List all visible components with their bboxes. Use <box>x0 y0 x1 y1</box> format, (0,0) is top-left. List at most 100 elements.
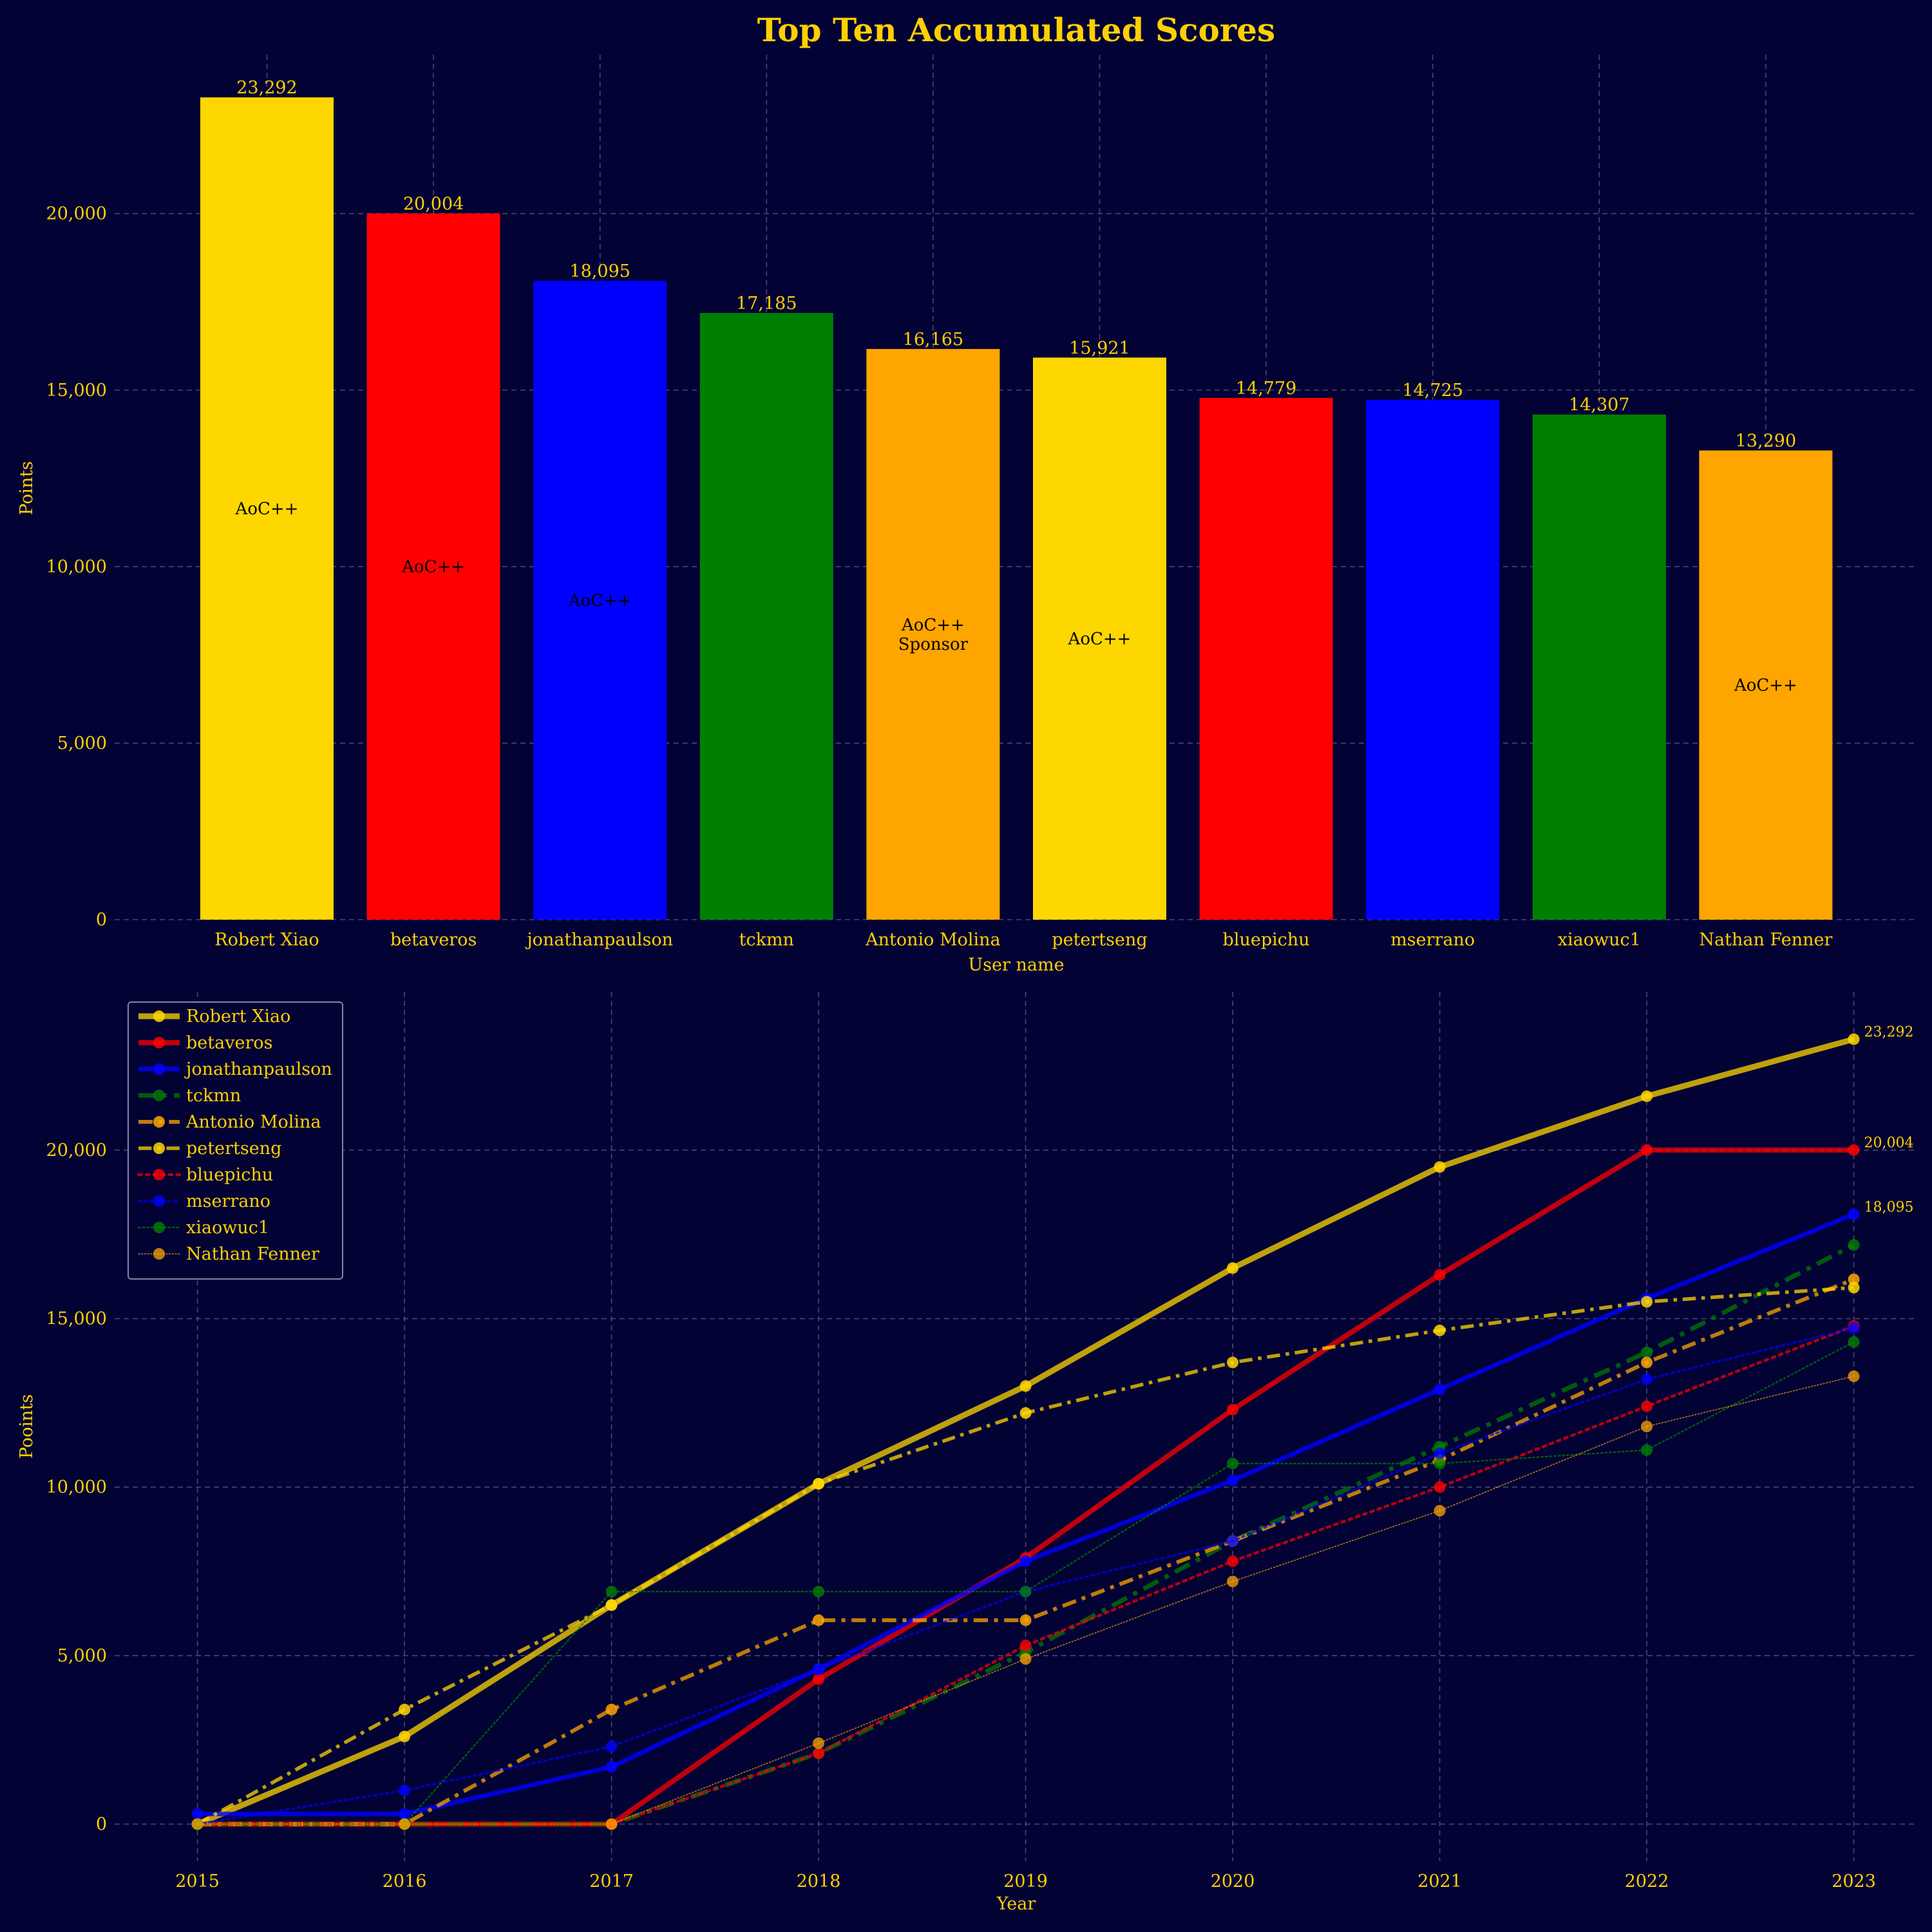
series-point-petertseng <box>399 1703 411 1716</box>
bar-chart-xtick-label: petertseng <box>1052 930 1147 950</box>
series-point-antonio-molina <box>1641 1356 1653 1368</box>
line-chart-ylabel: Pooints <box>17 1394 37 1459</box>
series-line-mserrano <box>196 1327 1855 1826</box>
bar-antonio-molina <box>866 348 1000 920</box>
series-point-petertseng <box>1848 1282 1860 1294</box>
bar-nathan-fenner <box>1699 450 1833 920</box>
legend-swatch-marker <box>153 1063 165 1075</box>
line-chart-xlabel: Year <box>996 1894 1036 1914</box>
legend-swatch-marker <box>153 1037 165 1048</box>
bar-chart-ticks: 0 5,000 10,000 15,000 20,000 Robert Xiao betav… <box>46 204 1833 950</box>
series-point-jonathanpaulson <box>1434 1383 1446 1396</box>
legend-swatch-marker <box>153 1169 165 1180</box>
series-point-bluepichu <box>1019 1640 1032 1652</box>
series-point-antonio-molina <box>1019 1614 1032 1626</box>
bar-tckmn <box>699 312 833 920</box>
bar-value-label: 17,185 <box>736 294 797 314</box>
line-chart-ytick-label: 5,000 <box>57 1646 107 1666</box>
bar-annotation-aoc: AoC++ <box>235 500 299 519</box>
series-point-nathan-fenner <box>1019 1653 1032 1665</box>
bar-value-label: 16,165 <box>903 330 963 350</box>
series-point-petertseng <box>1019 1407 1032 1419</box>
series-point-nathan-fenner <box>399 1818 411 1830</box>
line-chart: 0 5,000 10,000 15,000 20,000 2015 2016 2017 2018… <box>17 992 1916 1914</box>
bar-value-label: 18,095 <box>569 261 630 281</box>
series-nathan-fenner <box>191 1370 1860 1830</box>
bar-chart-xtick-label: bluepichu <box>1223 930 1310 950</box>
legend-label-jonathanpaulson: jonathanpaulson <box>184 1059 332 1079</box>
line-chart-xtick-label: 2016 <box>383 1871 427 1891</box>
series-point-xiaowuc1 <box>1848 1336 1860 1348</box>
bar-annotation-aoc: AoC++ <box>901 616 965 635</box>
bar-value-label: 14,307 <box>1569 395 1629 415</box>
series-point-jonathanpaulson <box>1848 1208 1860 1220</box>
line-end-label: 20,004 <box>1864 1135 1914 1151</box>
line-chart-xtick-label: 2017 <box>589 1871 634 1891</box>
bar-bluepichu <box>1199 397 1333 920</box>
series-petertseng <box>191 1282 1860 1830</box>
series-point-betaveros <box>1227 1403 1239 1416</box>
bar-value-label: 13,290 <box>1736 431 1796 451</box>
series-point-betaveros <box>1848 1144 1860 1156</box>
line-chart-ytick-label: 0 <box>96 1814 107 1834</box>
line-chart-ytick-label: 10,000 <box>46 1477 107 1497</box>
line-chart-xtick-label: 2020 <box>1211 1871 1255 1891</box>
series-point-jonathanpaulson <box>1227 1474 1239 1486</box>
bar-value-label: 20,004 <box>403 194 464 214</box>
legend-swatch-marker <box>153 1142 165 1154</box>
series-point-nathan-fenner <box>1641 1421 1653 1432</box>
series-point-petertseng <box>1227 1356 1239 1368</box>
bar-chart-xtick-label: Robert Xiao <box>214 930 319 950</box>
legend-label-mserrano: mserrano <box>186 1191 270 1211</box>
series-point-mserrano <box>813 1663 825 1675</box>
series-point-jonathanpaulson <box>605 1761 618 1773</box>
bar-chart-xtick-label: jonathanpaulson <box>525 930 673 950</box>
series-point-robert-xiao <box>399 1730 411 1743</box>
series-point-bluepichu <box>1434 1481 1446 1493</box>
line-chart-ytick-label: 20,000 <box>46 1141 107 1160</box>
bar-chart-ylabel: Points <box>17 461 37 515</box>
line-chart-series <box>191 1033 1860 1830</box>
line-end-label: 18,095 <box>1864 1200 1914 1216</box>
series-point-nathan-fenner <box>1848 1370 1860 1383</box>
line-chart-legend: Robert Xiao betaveros jonathanpaulson tckmn… <box>128 1001 343 1280</box>
series-point-petertseng <box>1434 1324 1446 1336</box>
bar-chart-xtick-label: mserrano <box>1390 930 1475 950</box>
bar-chart-ytick-label: 15,000 <box>46 381 107 401</box>
bar-value-label: 23,292 <box>236 78 297 98</box>
bar-annotation-aoc: AoC++ <box>1068 630 1132 649</box>
series-point-antonio-molina <box>605 1703 618 1716</box>
legend-label-robert-xiao: Robert Xiao <box>186 1007 290 1027</box>
legend-label-tckmn: tckmn <box>186 1086 241 1106</box>
line-chart-ticks: 0 5,000 10,000 15,000 20,000 2015 2016 2017 2018… <box>46 1141 1876 1891</box>
series-point-betaveros <box>813 1673 825 1685</box>
series-point-robert-xiao <box>1227 1262 1239 1274</box>
legend-frame <box>128 1001 343 1280</box>
series-point-mserrano <box>399 1785 411 1797</box>
series-point-mserrano <box>1227 1535 1239 1547</box>
bar-chart-xtick-label: xiaowuc1 <box>1558 930 1641 950</box>
bar-annotation-aoc: AoC++ <box>568 591 632 611</box>
series-point-xiaowuc1 <box>813 1586 825 1598</box>
bar-value-label: 14,779 <box>1236 379 1296 399</box>
bar-chart: 23,292 AoC++ 20,004 AoC++ 18,095 AoC++ 17,185 1… <box>17 55 1916 975</box>
series-point-betaveros <box>1434 1269 1446 1281</box>
line-chart-xtick-label: 2019 <box>1003 1871 1048 1891</box>
bar-annotation-sponsor: Sponsor <box>898 635 969 654</box>
bar-chart-xtick-label: betaveros <box>390 930 477 950</box>
series-point-antonio-molina <box>1848 1273 1860 1285</box>
bar-petertseng <box>1033 357 1166 920</box>
bar-annotation-aoc: AoC++ <box>401 558 465 577</box>
line-chart-xtick-label: 2018 <box>797 1871 841 1891</box>
line-chart-ytick-label: 15,000 <box>46 1309 107 1329</box>
figure-title: Top Ten Accumulated Scores <box>757 11 1275 49</box>
legend-swatch-marker <box>153 1248 165 1260</box>
bar-annotation-aoc: AoC++ <box>1734 676 1797 696</box>
line-chart-xtick-label: 2023 <box>1832 1871 1876 1891</box>
series-point-jonathanpaulson <box>191 1808 204 1820</box>
series-point-xiaowuc1 <box>1434 1457 1446 1470</box>
bar-chart-xtick-label: tckmn <box>739 930 794 950</box>
legend-label-bluepichu: bluepichu <box>186 1165 273 1185</box>
series-point-nathan-fenner <box>605 1818 618 1830</box>
